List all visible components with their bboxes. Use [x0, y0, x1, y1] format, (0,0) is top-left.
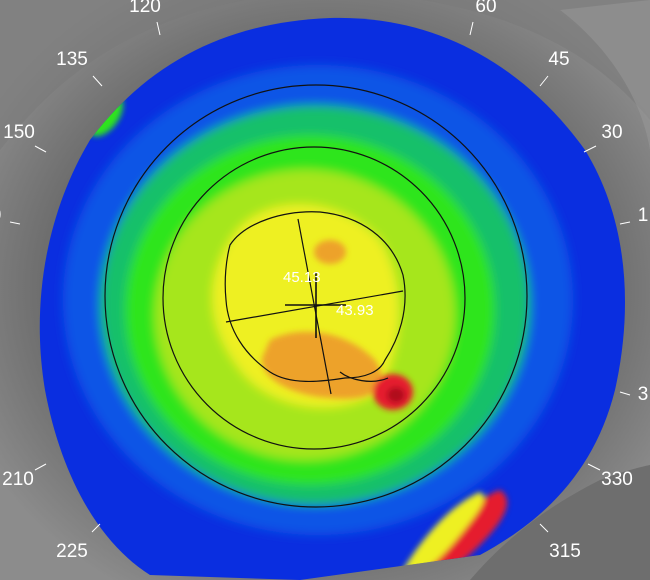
angle-tick-mark: [92, 75, 103, 87]
reference-circle-middle: [162, 146, 466, 450]
reference-circle-outer: [104, 84, 528, 508]
angle-label: 225: [56, 541, 88, 562]
map-orange-region: [261, 331, 383, 399]
angle-label: 1: [638, 205, 649, 226]
flat-k-value: 43.93: [336, 302, 374, 319]
angle-tick-mark: [9, 221, 21, 225]
angle-tick-mark: [587, 463, 601, 471]
map-lower-red-region: [420, 490, 508, 580]
angle-label: 120: [129, 0, 161, 17]
angle-tick-mark: [619, 391, 631, 396]
angle-label: 3: [638, 384, 649, 405]
map-orange-spot: [314, 240, 346, 264]
map-dark-red-core: [387, 387, 405, 403]
steep-k-value: 45.13: [283, 269, 321, 286]
flat-axis-line: [225, 290, 404, 323]
angle-label: 0: [0, 205, 1, 226]
lower-lid: [470, 465, 650, 580]
angle-tick-mark: [91, 523, 101, 533]
angle-tick-mark: [469, 21, 474, 36]
angle-label: 315: [549, 541, 581, 562]
angle-tick-mark: [539, 523, 549, 533]
angle-label: 45: [548, 49, 569, 70]
eyelash-shading: [560, 0, 650, 150]
angle-tick-mark: [156, 21, 161, 36]
angle-scale: 120 60 135 45 150 30 1 3 210 330 225 315 0: [0, 0, 648, 562]
angle-label: 210: [2, 469, 34, 490]
angle-label: 135: [56, 49, 88, 70]
map-lower-yellow-region: [400, 492, 484, 580]
angle-label: 330: [601, 469, 633, 490]
angle-tick-mark: [539, 75, 549, 87]
angle-label: 60: [475, 0, 496, 17]
angle-label: 30: [601, 122, 622, 143]
k-axes: [225, 218, 404, 395]
angle-label: 150: [3, 122, 35, 143]
angle-tick-mark: [34, 145, 47, 153]
angle-tick-mark: [34, 463, 47, 471]
pupil-notch: [339, 371, 389, 382]
angle-tick-mark: [583, 145, 597, 153]
angle-tick-mark: [619, 221, 631, 225]
